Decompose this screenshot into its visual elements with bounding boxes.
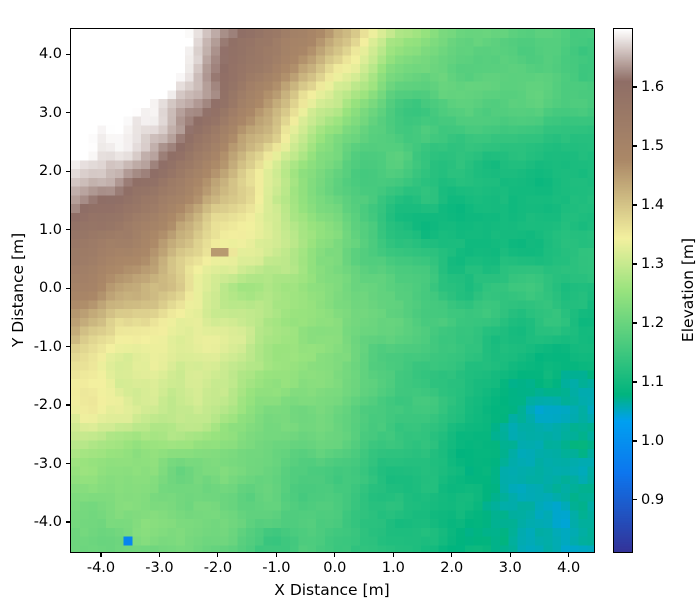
x-tick-mark [100,553,102,557]
x-tick-label: 1.0 [381,560,405,576]
y-tick-label: 1.0 [38,221,62,238]
colorbar-tick-label: 1.0 [641,432,665,449]
x-tick-label: -4.0 [86,560,116,576]
y-tick-mark [66,521,70,523]
y-tick-mark [66,53,70,55]
x-tick-label: -1.0 [262,560,291,576]
y-tick-label: -2.0 [33,397,62,414]
y-tick-mark [66,112,70,114]
y-tick-label: -3.0 [33,455,62,472]
colorbar-tick-label: 1.6 [641,78,665,95]
x-tick-mark [509,553,511,557]
colorbar-tick-mark [633,381,637,383]
x-tick-mark [392,553,394,557]
colorbar-tick-mark [633,499,637,501]
colorbar-tick-label: 1.3 [641,255,665,272]
y-tick-label: 3.0 [38,104,62,121]
y-axis-title: Y Distance [m] [9,232,27,348]
y-tick-mark [66,170,70,172]
colorbar-gradient [614,29,632,552]
y-tick-label: 4.0 [38,46,62,63]
colorbar-title: Elevation [m] [679,237,697,343]
y-tick-label: -4.0 [33,514,62,530]
colorbar-tick-mark [633,145,637,147]
x-tick-label: 4.0 [557,560,581,576]
x-tick-mark [158,553,161,557]
y-tick-mark [66,462,70,465]
y-tick-mark [66,404,70,406]
colorbar-tick-label: 0.9 [641,491,665,508]
x-axis-title: X Distance [m] [274,581,390,599]
colorbar-tick-label: 1.5 [641,137,665,154]
y-tick-label: 2.0 [38,163,62,180]
colorbar-tick-mark [633,440,637,442]
y-tick-label: -1.0 [33,338,62,355]
y-tick-mark [66,229,70,231]
x-tick-mark [334,553,336,557]
x-tick-label: 2.0 [440,560,464,576]
colorbar-tick-mark [633,86,637,88]
colorbar-tick-label: 1.1 [641,373,665,390]
x-tick-mark [568,553,570,557]
colorbar-tick-mark [633,322,637,324]
x-tick-label: -2.0 [203,560,233,576]
x-tick-label: 0.0 [323,560,347,576]
heatmap-axes[interactable] [70,28,595,553]
colorbar-axes[interactable] [613,28,633,553]
x-tick-label: 3.0 [498,560,522,576]
x-tick-mark [275,553,277,557]
x-tick-mark [217,553,219,557]
colorbar-tick-mark [633,263,637,265]
x-tick-mark [451,553,453,557]
x-tick-label: -3.0 [145,560,174,576]
colorbar-tick-mark [633,204,637,206]
y-tick-label: 0.0 [38,280,62,297]
heatmap-image [71,29,594,552]
y-tick-mark [66,287,70,289]
colorbar-tick-label: 1.2 [641,314,665,331]
colorbar-tick-label: 1.4 [641,196,665,213]
y-tick-mark [66,346,70,348]
